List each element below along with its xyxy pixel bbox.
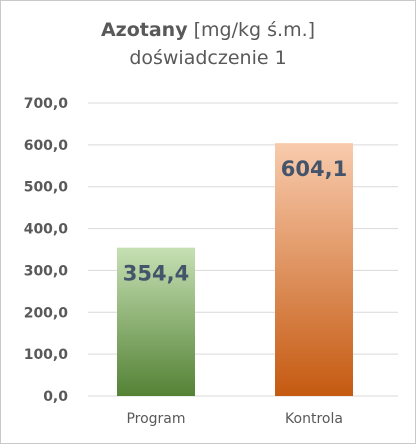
y-tick-label: 100,0 <box>24 347 69 363</box>
y-tick-label: 500,0 <box>24 180 69 196</box>
chart-title: Azotany [mg/kg ś.m.] doświadczenie 1 <box>0 16 416 72</box>
y-tick-label: 300,0 <box>24 263 69 279</box>
x-tick-label: Program <box>126 411 185 427</box>
bar-kontrola <box>275 143 353 396</box>
chart-title-main: Azotany <box>100 19 188 41</box>
chart-subtitle: doświadczenie 1 <box>129 47 287 69</box>
x-tick-label: Kontrola <box>285 411 343 427</box>
y-tick-label: 700,0 <box>24 96 69 112</box>
y-tick-label: 400,0 <box>24 222 69 238</box>
y-tick-label: 200,0 <box>24 305 69 321</box>
chart-title-unit: [mg/kg ś.m.] <box>193 19 316 41</box>
data-label: 604,1 <box>281 157 347 181</box>
data-label: 354,4 <box>123 262 189 286</box>
y-tick-label: 600,0 <box>24 138 69 154</box>
bar-program <box>117 247 195 396</box>
y-tick-label: 0,0 <box>43 389 68 405</box>
